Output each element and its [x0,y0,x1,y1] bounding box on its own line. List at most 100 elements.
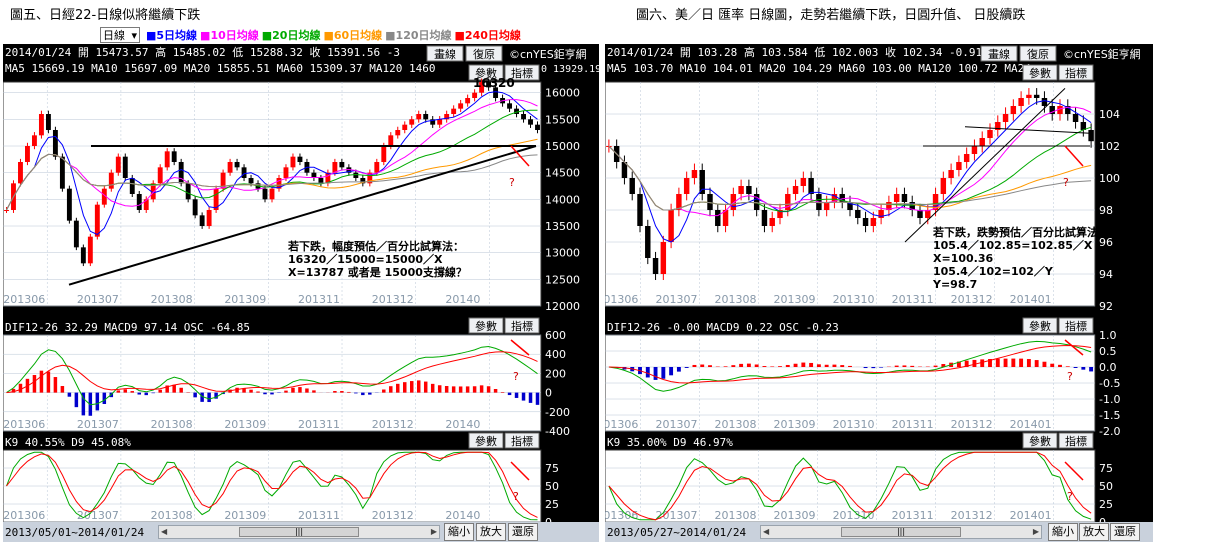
y-tick-kd: 75 [1099,462,1113,475]
candle-body [381,146,387,162]
candle-body [199,215,205,226]
y-tick-price: 16000 [545,87,580,100]
usdjpy-restore-button[interactable]: 還原 [1110,523,1140,541]
resistance-line [964,126,1091,134]
period-select[interactable]: 日線 ▾ [100,27,140,43]
candle-body [1018,98,1024,106]
candle-body [66,188,72,221]
candle-body [486,82,492,88]
candle-body [248,178,254,184]
indicator-button-kd [504,432,540,449]
quote-text: 2014/01/24 開 103.28 高 103.584 低 102.003 … [607,45,1002,59]
candle-body [73,220,79,248]
nikkei-enlarge-button[interactable]: 放大 [476,523,506,541]
nikkei-restore-button[interactable]: 還原 [508,523,538,541]
candle-body [691,170,698,178]
nikkei-shrink-button[interactable]: 縮小 [444,523,474,541]
candle-body [108,172,114,189]
indicator-button-price [504,64,540,81]
usdjpy-chart-panel: 2014/01/24 開 103.28 高 103.584 低 102.003 … [605,44,1153,542]
candle-body [4,210,9,211]
x-tick-kd: 201308 [151,509,193,522]
param-button-label: 參數 [1029,434,1051,448]
x-tick-price: 201401 [1010,293,1052,306]
nikkei-chart-panel: 2014/01/24 開 15473.57 高 15485.02 低 15288… [3,44,599,542]
scroll-right-icon[interactable]: ▶ [1032,527,1039,536]
x-tick-macd: 201308 [714,418,756,431]
candle-body [847,202,853,210]
d-line [608,451,1092,521]
legend-ma120: ■120日均線 [385,29,452,42]
usdjpy-date-range: 2013/05/27~2014/01/24 [607,526,747,539]
legend-ma10: ■10日均線 [200,29,259,42]
y-tick-macd: 600 [545,329,566,342]
y-tick-kd: 25 [545,498,559,511]
candle-body [80,247,86,264]
x-tick-macd: 201312 [951,418,993,431]
candle-body [1010,106,1017,114]
legend-ma20: ■20日均線 [261,29,321,42]
kd-header: K9 35.00% D9 46.97% [607,436,733,449]
y-tick-price: 104 [1099,108,1120,121]
trend-line [904,88,1066,243]
x-tick-macd: 201309 [224,418,266,431]
scroll-left-icon[interactable]: ◀ [763,527,770,536]
usdjpy-enlarge-button[interactable]: 放大 [1079,523,1109,541]
param-button-label: 參數 [1029,66,1051,80]
x-tick-kd: 201310 [833,509,875,522]
nikkei-scroll-thumb[interactable]: ||| [239,527,359,537]
candle-body [1072,114,1079,122]
candle-body [753,194,760,210]
scroll-right-icon[interactable]: ▶ [430,527,437,536]
candle-body [901,194,908,202]
indicator-button-label: 指標 [1065,319,1087,333]
x-tick-price: 201307 [77,293,119,306]
candle-body [808,178,814,194]
candle-body [25,146,30,162]
candle-body [311,172,317,178]
candle-body [171,151,177,162]
x-tick-macd: 201309 [774,418,816,431]
candle-body [956,162,962,170]
candle-body [878,210,884,218]
candle-body [1080,122,1087,130]
candle-body [777,210,783,218]
usdjpy-scrollbar[interactable]: ◀ ||| ▶ [760,525,1042,539]
nikkei-scrollbar[interactable]: ◀ ||| ▶ [158,525,440,539]
question-mark: ? [1063,176,1069,189]
ma-values-text: MA5 15669.19 MA10 15697.09 MA20 15855.51… [5,62,435,75]
y-tick-macd: 0.0 [1099,361,1117,374]
candle-body [59,156,65,189]
macd-line [608,344,1092,384]
x-tick-macd: 201312 [372,418,414,431]
x-tick-price: 201308 [151,293,193,306]
x-tick-kd: 201307 [655,509,697,522]
y-tick-price: 14500 [545,167,580,180]
candle-body [458,103,464,109]
candle-body [374,162,380,173]
x-tick-kd: 20140 [445,509,480,522]
candle-body [115,156,121,173]
scroll-left-icon[interactable]: ◀ [161,527,168,536]
x-tick-macd: 201308 [151,418,193,431]
indicator-button-label: 指標 [511,319,533,333]
candle-body [276,178,282,189]
y-tick-kd: 0 [1099,516,1106,522]
reset-button [1019,45,1057,62]
usdjpy-scroll-thumb[interactable]: ||| [841,527,961,537]
candle-body [45,114,51,130]
question-mark: ? [1067,490,1073,503]
candle-body [645,226,651,258]
trend-line [68,145,537,286]
y-tick-price: 13000 [545,247,580,260]
usdjpy-shrink-button[interactable]: 縮小 [1048,523,1078,541]
y-tick-macd: -2.0 [1099,425,1120,438]
candle-body [332,162,338,173]
candle-body [738,186,744,194]
y-tick-price: 96 [1099,236,1113,249]
x-tick-macd: 201306 [605,418,638,431]
quote-text: 2014/01/24 開 15473.57 高 15485.02 低 15288… [5,45,400,59]
candle-body [227,162,233,173]
brand-text: ©cnYES鉅亨網 [1063,47,1141,61]
candle-body [730,194,737,210]
